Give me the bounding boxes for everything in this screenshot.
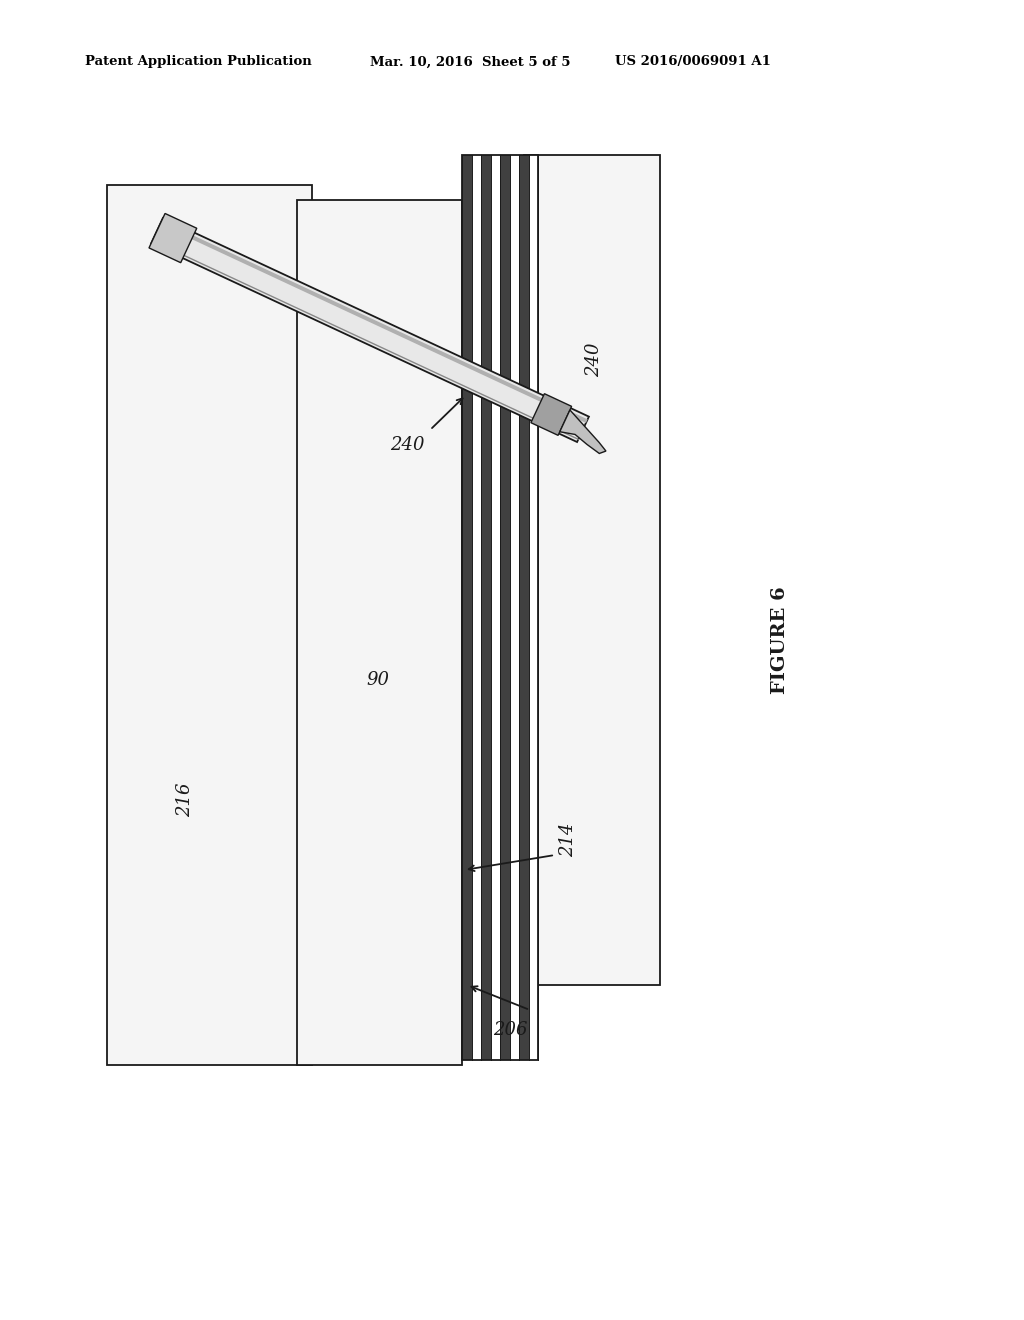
Text: 90: 90 [367, 671, 389, 689]
Bar [528, 154, 538, 1060]
Text: FIGURE 6: FIGURE 6 [771, 586, 790, 694]
Bar [462, 154, 538, 1060]
Text: 240: 240 [585, 343, 603, 378]
Bar [462, 154, 538, 1060]
Text: 206: 206 [493, 1020, 527, 1039]
Polygon shape [152, 218, 589, 442]
Text: US 2016/0069091 A1: US 2016/0069091 A1 [615, 55, 771, 69]
Bar [490, 154, 500, 1060]
Polygon shape [148, 214, 197, 263]
Bar [519, 154, 528, 1060]
Bar [510, 154, 519, 1060]
Bar [500, 154, 510, 1060]
Text: 240: 240 [390, 436, 424, 454]
Polygon shape [560, 411, 606, 454]
Bar [471, 154, 481, 1060]
Text: 214: 214 [559, 822, 577, 857]
Bar [462, 154, 471, 1060]
Bar [106, 185, 312, 1065]
Text: Patent Application Publication: Patent Application Publication [85, 55, 311, 69]
Bar [481, 154, 490, 1060]
Bar [297, 201, 462, 1065]
Polygon shape [530, 393, 571, 436]
Text: 216: 216 [176, 783, 194, 817]
Text: Mar. 10, 2016  Sheet 5 of 5: Mar. 10, 2016 Sheet 5 of 5 [370, 55, 570, 69]
Bar [524, 154, 660, 985]
Text: 238: 238 [291, 294, 330, 326]
Polygon shape [160, 220, 588, 422]
